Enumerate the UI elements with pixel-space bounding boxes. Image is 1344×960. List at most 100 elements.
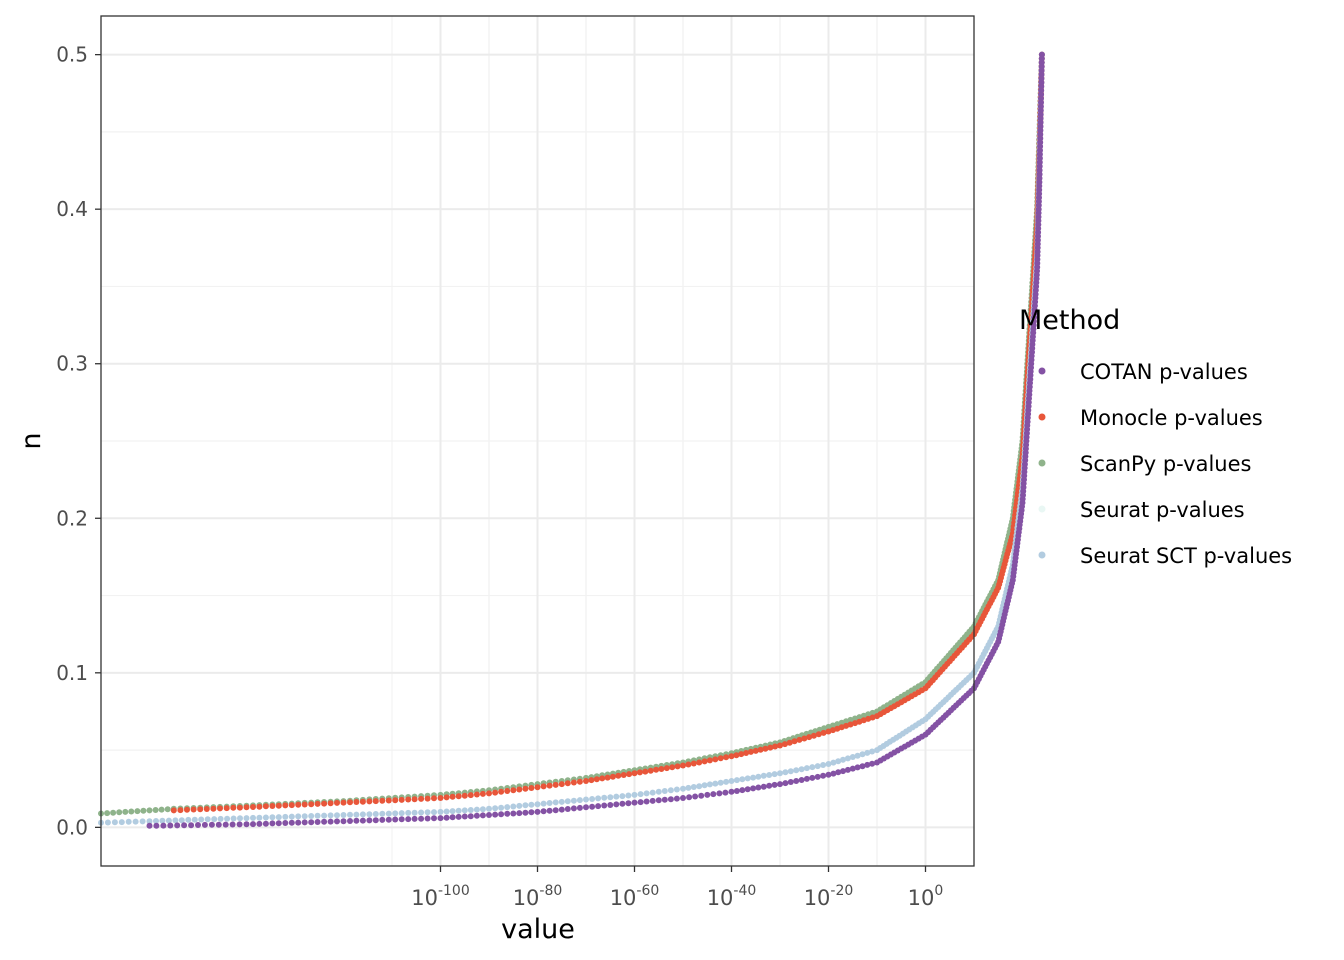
data-point xyxy=(486,812,492,818)
data-point xyxy=(405,796,412,803)
data-point xyxy=(631,770,638,777)
data-point xyxy=(132,818,139,825)
data-point xyxy=(528,801,535,808)
data-point xyxy=(814,763,821,770)
data-point xyxy=(122,808,129,815)
data-point xyxy=(353,817,360,824)
data-point xyxy=(461,813,468,820)
data-point xyxy=(604,774,611,781)
data-point xyxy=(314,819,321,825)
data-point xyxy=(443,794,450,801)
data-point xyxy=(803,775,810,782)
data-point xyxy=(164,806,171,813)
data-point xyxy=(619,793,626,800)
data-point xyxy=(405,816,412,823)
data-point xyxy=(782,769,789,776)
data-point xyxy=(449,814,456,821)
data-point xyxy=(552,799,559,806)
data-point xyxy=(760,783,767,790)
data-point xyxy=(392,816,399,823)
data-point xyxy=(449,793,456,800)
data-point xyxy=(282,820,289,826)
data-point xyxy=(437,808,444,815)
data-point xyxy=(781,741,788,748)
data-point xyxy=(701,758,708,765)
data-point xyxy=(510,803,517,810)
data-point xyxy=(197,806,204,813)
data-point xyxy=(583,804,589,811)
data-point xyxy=(411,815,418,822)
data-point xyxy=(379,797,386,804)
data-point xyxy=(184,806,190,813)
data-point xyxy=(643,790,650,797)
data-point xyxy=(847,721,854,728)
data-point xyxy=(667,787,674,794)
data-point xyxy=(859,751,866,758)
data-point xyxy=(385,816,392,823)
data-point xyxy=(372,817,379,824)
data-point xyxy=(327,818,334,825)
data-point xyxy=(461,792,468,799)
data-point xyxy=(625,800,632,807)
legend-item: ScanPy p-values xyxy=(1038,452,1251,476)
data-point xyxy=(288,819,295,826)
data-points xyxy=(98,51,1045,829)
data-point xyxy=(146,818,153,825)
data-point xyxy=(570,797,577,804)
data-point xyxy=(710,791,717,798)
data-point xyxy=(595,803,602,810)
data-point xyxy=(589,796,596,802)
legend-item: Seurat SCT p-values xyxy=(1038,544,1292,568)
data-point xyxy=(191,816,198,823)
data-point xyxy=(275,814,282,821)
data-point xyxy=(104,810,111,817)
data-point xyxy=(366,811,373,818)
data-point xyxy=(738,751,745,758)
data-point xyxy=(859,763,866,770)
data-point xyxy=(418,809,425,816)
data-point xyxy=(153,822,160,829)
data-point xyxy=(869,748,876,755)
data-point xyxy=(295,801,302,808)
data-point xyxy=(385,810,392,817)
data-point xyxy=(540,783,547,790)
data-point xyxy=(256,820,263,827)
data-point xyxy=(601,802,608,809)
data-point xyxy=(347,799,353,806)
legend-label: Monocle p-values xyxy=(1080,406,1263,430)
data-point xyxy=(777,781,783,788)
data-point xyxy=(177,807,184,814)
data-point xyxy=(314,812,321,819)
x-tick-label: 10-60 xyxy=(610,883,660,910)
data-point xyxy=(854,764,861,771)
data-point xyxy=(849,765,856,772)
data-point xyxy=(256,814,263,821)
y-tick-label: 0.3 xyxy=(56,352,88,376)
data-point xyxy=(619,800,626,807)
data-point xyxy=(830,759,837,766)
data-point xyxy=(208,821,215,828)
data-point xyxy=(431,809,437,816)
data-point xyxy=(752,747,759,754)
y-axis: 0.0 0.1 0.2 0.3 0.4 0.5 xyxy=(56,43,101,839)
data-point xyxy=(595,795,602,802)
data-point xyxy=(564,780,571,787)
data-point xyxy=(673,786,680,793)
data-point xyxy=(787,768,794,775)
data-point xyxy=(165,817,172,824)
data-point xyxy=(359,811,366,818)
data-point xyxy=(158,806,165,813)
data-point xyxy=(222,821,229,828)
data-point xyxy=(815,731,822,738)
data-point xyxy=(473,791,480,798)
data-point xyxy=(236,804,243,811)
data-point xyxy=(801,735,808,742)
data-point xyxy=(398,796,405,803)
x-axis-title: value xyxy=(501,914,575,945)
data-point xyxy=(215,821,222,828)
data-point xyxy=(379,810,386,817)
data-point xyxy=(642,768,649,775)
data-point xyxy=(217,815,224,822)
data-point xyxy=(798,766,805,773)
data-point xyxy=(540,808,547,815)
